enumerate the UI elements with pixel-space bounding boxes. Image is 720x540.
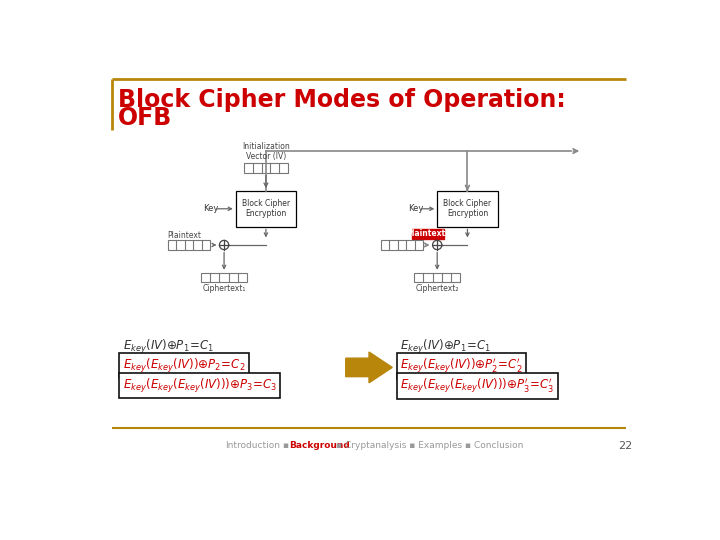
Polygon shape: [346, 352, 392, 383]
Bar: [437, 191, 498, 226]
Text: Background: Background: [289, 442, 350, 450]
Bar: [414, 273, 461, 282]
Text: ▪ Cryptanalysis ▪ Examples ▪ Conclusion: ▪ Cryptanalysis ▪ Examples ▪ Conclusion: [336, 442, 524, 450]
Text: $\mathit{E}_{key}(\mathit{E}_{key}(\mathit{IV})){\oplus}\mathit{P}_2\!=\!\mathit: $\mathit{E}_{key}(\mathit{E}_{key}(\math…: [122, 356, 245, 375]
Text: Ciphertext₁: Ciphertext₁: [202, 284, 246, 293]
Circle shape: [220, 240, 229, 249]
Text: $\mathit{E}_{key}(\mathit{E}_{key}(\mathit{E}_{key}(\mathit{IV}))){\oplus}\mathi: $\mathit{E}_{key}(\mathit{E}_{key}(\math…: [400, 377, 554, 395]
Text: $\mathit{E}_{key}(\mathit{E}_{key}(\mathit{IV})){\oplus}\mathit{P}_2'\!=\!\mathi: $\mathit{E}_{key}(\mathit{E}_{key}(\math…: [400, 356, 523, 375]
Text: Initialization
Vector (IV): Initialization Vector (IV): [242, 141, 289, 161]
Text: Key: Key: [408, 204, 423, 213]
Text: Plaintext₂: Plaintext₂: [407, 230, 449, 238]
Text: $\mathit{E}_{key}(\mathit{IV}){\oplus}\mathit{P}_1\!=\!\mathit{C}_1$: $\mathit{E}_{key}(\mathit{IV}){\oplus}\m…: [400, 338, 491, 356]
Bar: [201, 273, 248, 282]
Text: OFB: OFB: [118, 106, 172, 130]
Bar: [235, 191, 296, 226]
Text: Key: Key: [203, 204, 219, 213]
Circle shape: [433, 240, 442, 249]
Bar: [244, 163, 287, 173]
Text: ▪: ▪: [282, 442, 288, 450]
Bar: [381, 240, 423, 249]
Text: Block Cipher Modes of Operation:: Block Cipher Modes of Operation:: [118, 88, 566, 112]
Text: $\mathit{E}_{key}(\mathit{IV}){\oplus}\mathit{P}_1\!=\!\mathit{C}_1$: $\mathit{E}_{key}(\mathit{IV}){\oplus}\m…: [122, 338, 214, 356]
Text: Plaintext: Plaintext: [168, 231, 202, 240]
Text: Ciphertext₂: Ciphertext₂: [415, 284, 459, 293]
Text: 22: 22: [618, 441, 632, 451]
Text: Block Cipher
Encryption: Block Cipher Encryption: [444, 199, 492, 219]
Bar: [168, 240, 210, 249]
Text: $\mathit{E}_{key}(\mathit{E}_{key}(\mathit{E}_{key}(\mathit{IV}))){\oplus}\mathi: $\mathit{E}_{key}(\mathit{E}_{key}(\math…: [122, 377, 276, 395]
Bar: [412, 229, 444, 239]
Text: Block Cipher
Encryption: Block Cipher Encryption: [242, 199, 290, 219]
Text: Introduction: Introduction: [225, 442, 281, 450]
